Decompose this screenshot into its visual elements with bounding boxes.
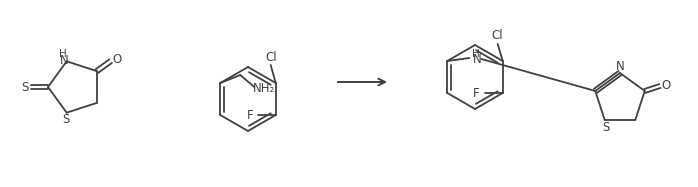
Text: H: H [473, 49, 480, 59]
Text: S: S [22, 80, 29, 94]
Text: Cl: Cl [265, 50, 276, 64]
Text: F: F [473, 87, 479, 99]
Text: S: S [602, 121, 609, 134]
Text: S: S [62, 113, 69, 126]
Text: N: N [60, 54, 69, 67]
Text: Cl: Cl [491, 28, 503, 42]
Text: NH₂: NH₂ [253, 82, 276, 94]
Text: N: N [616, 59, 625, 73]
Text: O: O [112, 53, 121, 66]
Text: F: F [246, 108, 253, 122]
Text: H: H [59, 49, 66, 59]
Text: N: N [473, 53, 482, 65]
Text: O: O [661, 79, 671, 91]
